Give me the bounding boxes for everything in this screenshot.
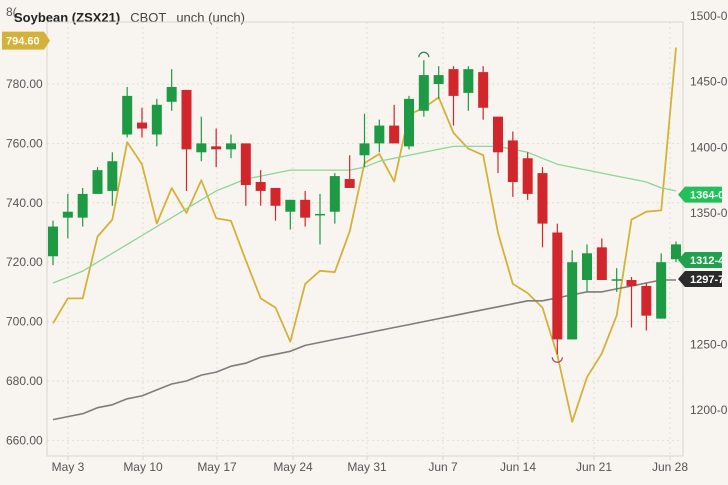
y-axis-left-label: 680.00: [6, 374, 43, 388]
y-axis-right-label: 1500-0: [690, 9, 728, 23]
overlay-line: [52, 47, 677, 423]
y-axis-left-label: 760.00: [6, 136, 43, 150]
y-axis-left-label: 700.00: [6, 315, 43, 329]
price-tag-right-label: 1364-0: [690, 190, 724, 202]
candle-body[interactable]: [463, 69, 474, 93]
candle-body[interactable]: [493, 116, 503, 153]
y-axis-left-label-clipped: 8(: [6, 5, 17, 19]
y-axis-left-label: 720.00: [6, 255, 43, 269]
moving-average-fast: [52, 145, 677, 284]
candle-body[interactable]: [329, 176, 340, 212]
candle-body[interactable]: [226, 143, 236, 150]
current-price-label: 794.60: [6, 36, 40, 48]
candle-body[interactable]: [285, 199, 296, 212]
candle-body[interactable]: [552, 232, 563, 340]
candle-body[interactable]: [300, 199, 311, 218]
candle-body[interactable]: [122, 95, 133, 135]
candle-body[interactable]: [374, 125, 385, 144]
candle-body[interactable]: [92, 170, 103, 194]
candle-body[interactable]: [507, 140, 518, 183]
candle-body[interactable]: [48, 226, 58, 257]
candle-body[interactable]: [537, 173, 548, 224]
candle-body[interactable]: [522, 158, 533, 194]
price-tag-right: [678, 186, 722, 203]
x-axis-label: May 24: [273, 460, 313, 474]
candle-body[interactable]: [107, 161, 118, 191]
y-axis-right-label: 1350-0: [690, 206, 728, 220]
chart-title: Soybean (ZSX21) CBOT unch (unch): [14, 10, 245, 25]
price-tag-right: [678, 271, 722, 287]
x-axis-label: May 17: [197, 460, 237, 474]
candle-body[interactable]: [255, 182, 266, 191]
y-axis-right-label: 1400-0: [690, 140, 728, 154]
candle-body[interactable]: [211, 146, 222, 150]
x-axis-label: May 3: [52, 460, 85, 474]
y-axis-left-label: 780.00: [6, 77, 43, 91]
low-marker-icon: [551, 357, 563, 363]
candle-body[interactable]: [166, 86, 177, 102]
candle-body[interactable]: [671, 244, 681, 260]
price-tag-right-label: 1297-7: [690, 274, 724, 286]
exchange-label: CBOT: [130, 10, 167, 25]
plot-frame: [46, 21, 684, 457]
candle-body[interactable]: [656, 262, 667, 319]
y-axis-right-label: 1450-0: [690, 75, 728, 89]
price-change: unch (unch): [176, 10, 245, 25]
candle-body[interactable]: [389, 125, 400, 144]
price-tag-right: [678, 252, 722, 268]
candle-body[interactable]: [582, 253, 592, 281]
candle-body[interactable]: [359, 143, 370, 156]
x-axis-label: Jun 28: [652, 460, 688, 474]
y-axis-left-label: 740.00: [6, 196, 43, 210]
y-axis-right-label: 1250-0: [690, 337, 728, 351]
high-marker-icon: [418, 51, 430, 58]
candle-body[interactable]: [567, 262, 578, 340]
moving-average-slow: [52, 279, 676, 421]
candle-body[interactable]: [344, 179, 355, 188]
x-axis-label: May 10: [123, 460, 163, 474]
x-axis-label: Jun 7: [428, 460, 458, 474]
candle-body[interactable]: [240, 143, 251, 185]
candle-body[interactable]: [62, 211, 73, 218]
candle-body[interactable]: [270, 187, 281, 206]
candle-body[interactable]: [404, 98, 414, 147]
candle-body[interactable]: [626, 280, 637, 286]
candle-body[interactable]: [448, 69, 459, 96]
candle-body[interactable]: [196, 143, 207, 153]
x-axis-label: Jun 14: [500, 460, 536, 474]
candle-body[interactable]: [433, 75, 444, 84]
price-tag-right-label: 1312-4: [690, 255, 725, 267]
symbol-name: Soybean (ZSX21): [14, 10, 121, 25]
y-axis-right-label: 1200-0: [690, 403, 728, 417]
candle-body[interactable]: [596, 247, 607, 281]
candle-body[interactable]: [151, 104, 162, 135]
current-price-tag: [2, 31, 50, 50]
candle-body[interactable]: [137, 122, 147, 129]
candle-body[interactable]: [418, 75, 429, 111]
candle-body[interactable]: [641, 285, 652, 316]
y-axis-left-label: 660.00: [6, 433, 43, 447]
candle-body[interactable]: [181, 89, 192, 150]
candle-body[interactable]: [77, 193, 88, 218]
candle-body[interactable]: [478, 72, 489, 108]
x-axis-label: Jun 21: [576, 460, 612, 474]
x-axis-label: May 31: [347, 460, 387, 474]
